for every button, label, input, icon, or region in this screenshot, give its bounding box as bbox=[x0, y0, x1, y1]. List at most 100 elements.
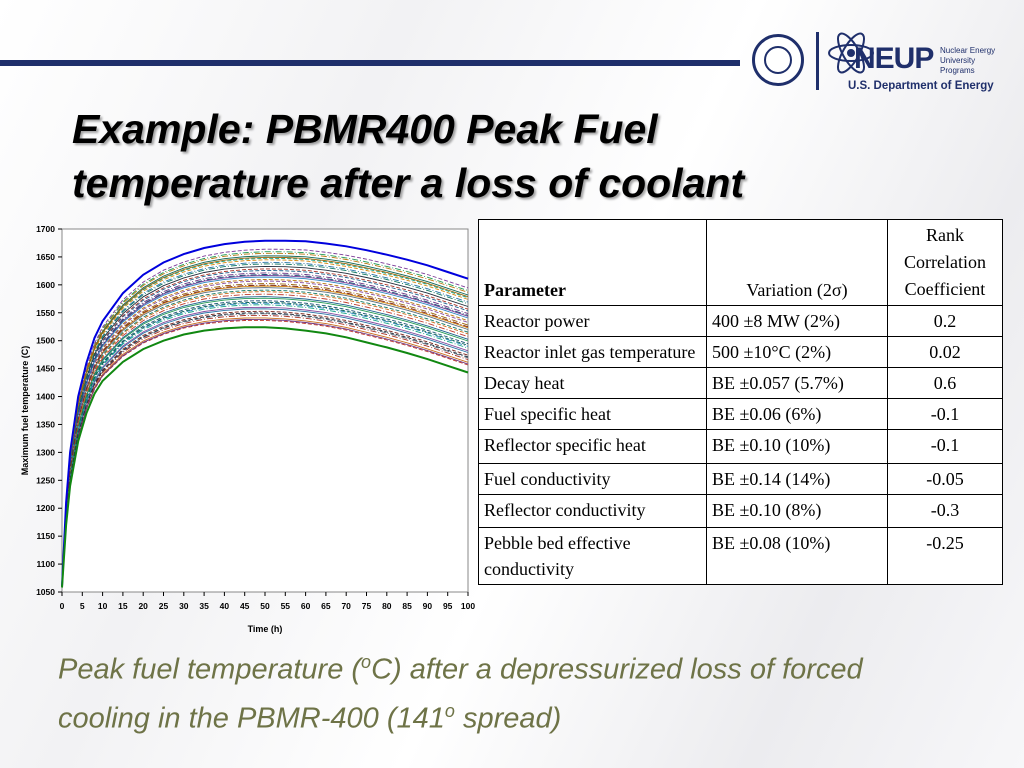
caption-degree-2: o bbox=[444, 700, 455, 721]
logo-separator bbox=[816, 32, 819, 90]
ensemble-line bbox=[61, 252, 469, 587]
header-parameter: Parameter bbox=[478, 219, 707, 306]
y-tick-label: 1500 bbox=[36, 336, 55, 346]
cell-rank: -0.25 bbox=[887, 527, 1003, 585]
x-tick-label: 70 bbox=[341, 601, 351, 611]
ensemble-line bbox=[61, 310, 469, 588]
y-tick-label: 1050 bbox=[36, 587, 55, 597]
y-tick-label: 1350 bbox=[36, 419, 55, 429]
table-row: Reflector conductivity BE ±0.10 (8%) -0.… bbox=[478, 494, 1003, 528]
seal-inner-ring bbox=[764, 46, 792, 74]
cell-variation: BE ±0.10 (10%) bbox=[706, 429, 888, 464]
neup-subtitle: Nuclear Energy University Programs bbox=[940, 46, 1010, 76]
ensemble-line bbox=[61, 256, 469, 587]
cell-parameter: Fuel specific heat bbox=[478, 398, 707, 430]
cell-parameter: Reactor inlet gas temperature bbox=[478, 336, 707, 368]
table-row: Pebble bed effective conductivity BE ±0.… bbox=[478, 527, 1003, 585]
y-tick-label: 1600 bbox=[36, 280, 55, 290]
upper-bound-line bbox=[61, 239, 469, 587]
caption-part-3: spread) bbox=[454, 702, 562, 735]
ensemble-line bbox=[61, 280, 469, 587]
caption-degree-1: o bbox=[361, 652, 372, 672]
neup-subtitle-line1: Nuclear Energy bbox=[940, 46, 996, 55]
cell-variation: BE ±0.06 (6%) bbox=[706, 398, 888, 430]
neup-subtitle-line2: University Programs bbox=[940, 56, 976, 75]
ensemble-line bbox=[61, 274, 469, 587]
ensemble-line bbox=[61, 251, 469, 587]
cell-variation: BE ±0.057 (5.7%) bbox=[706, 367, 888, 399]
ensemble-line bbox=[61, 279, 469, 587]
table-row: Fuel specific heat BE ±0.06 (6%) -0.1 bbox=[478, 398, 1003, 430]
ensemble-line bbox=[61, 318, 469, 588]
cell-parameter: Pebble bed effective conductivity bbox=[478, 527, 707, 585]
doe-label: U.S. Department of Energy bbox=[848, 80, 994, 92]
cell-rank: 0.6 bbox=[887, 367, 1003, 399]
y-tick-label: 1700 bbox=[36, 224, 55, 234]
cell-rank: -0.3 bbox=[887, 494, 1003, 528]
y-tick-label: 1150 bbox=[37, 531, 56, 541]
ensemble-line bbox=[61, 259, 469, 587]
x-tick-label: 100 bbox=[461, 601, 475, 611]
cell-rank: 0.02 bbox=[887, 336, 1003, 368]
y-tick-label: 1250 bbox=[36, 475, 55, 485]
ensemble-line bbox=[61, 284, 469, 588]
fuel-temperature-chart: 1050110011501200125013001350140014501500… bbox=[20, 224, 475, 634]
cell-parameter: Reflector specific heat bbox=[478, 429, 707, 464]
table-row: Reflector specific heat BE ±0.10 (10%) -… bbox=[478, 429, 1003, 464]
caption-part-1: Peak fuel temperature ( bbox=[58, 653, 362, 686]
y-tick-label: 1450 bbox=[36, 364, 55, 374]
ensemble-line bbox=[61, 276, 469, 587]
header-bar bbox=[0, 60, 740, 66]
table-row: Fuel conductivity BE ±0.14 (14%) -0.05 bbox=[478, 463, 1003, 495]
x-tick-label: 95 bbox=[443, 601, 453, 611]
ensemble-line bbox=[61, 289, 469, 588]
y-tick-label: 1550 bbox=[36, 308, 55, 318]
neup-logo-text: NEUP bbox=[854, 42, 934, 75]
lower-bound-line bbox=[61, 326, 469, 588]
x-tick-label: 45 bbox=[240, 601, 250, 611]
slide-caption: Peak fuel temperature (oC) after a depre… bbox=[58, 642, 958, 739]
x-tick-label: 30 bbox=[179, 601, 189, 611]
x-tick-label: 90 bbox=[423, 601, 433, 611]
ensemble-line bbox=[61, 268, 469, 587]
cell-variation: 400 ±8 MW (2%) bbox=[706, 305, 888, 337]
x-tick-label: 35 bbox=[199, 601, 209, 611]
x-tick-label: 40 bbox=[220, 601, 230, 611]
x-tick-label: 55 bbox=[281, 601, 291, 611]
ensemble-line bbox=[61, 291, 469, 588]
y-tick-label: 1200 bbox=[36, 503, 55, 513]
atom-icon bbox=[828, 32, 874, 74]
x-tick-label: 25 bbox=[159, 601, 169, 611]
x-tick-label: 15 bbox=[118, 601, 128, 611]
header-variation: Variation (2σ) bbox=[706, 219, 888, 306]
cell-parameter: Fuel conductivity bbox=[478, 463, 707, 495]
logo-group: NEUP Nuclear Energy University Programs … bbox=[752, 28, 1012, 98]
table-header-row: Parameter Variation (2σ) Rank Correlatio… bbox=[478, 219, 1003, 306]
x-tick-label: 60 bbox=[301, 601, 311, 611]
cell-rank: -0.1 bbox=[887, 429, 1003, 464]
plot-area bbox=[61, 228, 469, 593]
header-rank: Rank Correlation Coefficient bbox=[887, 219, 1003, 306]
cell-variation: BE ±0.14 (14%) bbox=[706, 463, 888, 495]
table-row: Reactor inlet gas temperature 500 ±10°C … bbox=[478, 336, 1003, 368]
ensemble-line bbox=[61, 269, 469, 587]
cell-parameter: Decay heat bbox=[478, 367, 707, 399]
cell-variation: 500 ±10°C (2%) bbox=[706, 336, 888, 368]
x-tick-label: 75 bbox=[362, 601, 372, 611]
parameter-table: Parameter Variation (2σ) Rank Correlatio… bbox=[478, 219, 1003, 585]
cell-variation: BE ±0.10 (8%) bbox=[706, 494, 888, 528]
x-tick-label: 65 bbox=[321, 601, 331, 611]
y-axis-label: Maximum fuel temperature (C) bbox=[20, 346, 30, 476]
ensemble-line bbox=[61, 263, 469, 587]
y-tick-label: 1400 bbox=[36, 392, 55, 402]
x-tick-label: 85 bbox=[402, 601, 412, 611]
y-tick-label: 1100 bbox=[37, 559, 56, 569]
ensemble-line bbox=[61, 248, 469, 587]
title-line-1: Example: PBMR400 Peak Fuel bbox=[72, 106, 658, 152]
ensemble-line bbox=[61, 308, 469, 588]
cell-rank: 0.2 bbox=[887, 305, 1003, 337]
x-tick-label: 10 bbox=[98, 601, 108, 611]
table-row: Reactor power 400 ±8 MW (2%) 0.2 bbox=[478, 305, 1003, 337]
y-tick-label: 1650 bbox=[36, 252, 55, 262]
x-tick-label: 20 bbox=[138, 601, 148, 611]
